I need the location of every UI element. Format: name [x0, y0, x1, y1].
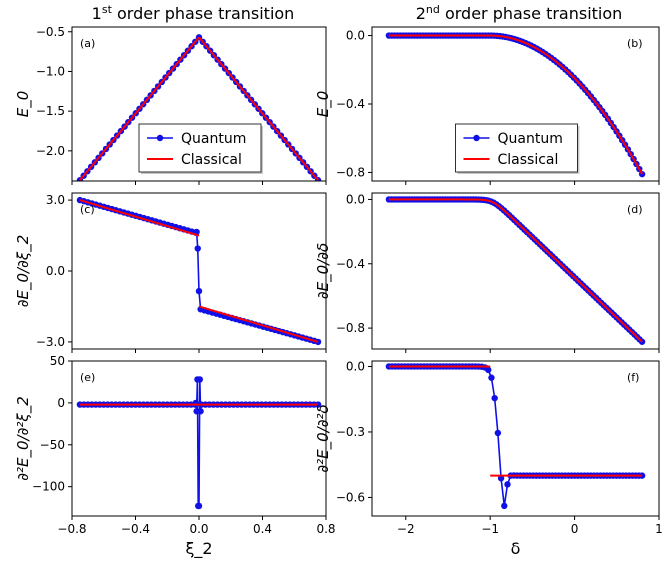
quantum-point	[196, 376, 203, 383]
quantum-line	[388, 365, 643, 507]
y-tick-label: −0.4	[336, 97, 365, 111]
quantum-point	[195, 287, 203, 295]
y-tick-label: 0.0	[46, 264, 65, 278]
panel-a: −0.5 −1.0 −1.5 −2.0 (a) E_0 Quantum Classical	[14, 25, 327, 185]
y-axis-label: ∂E_0/∂ξ_2	[14, 235, 33, 308]
quantum-point	[194, 245, 201, 252]
legend-quantum-marker	[156, 134, 164, 142]
y-axis-label: E_0	[14, 91, 33, 118]
panel-label: (e)	[80, 371, 95, 384]
y-tick-label: −0.4	[336, 257, 365, 271]
y-tick-label: 3.0	[46, 193, 65, 207]
y-tick-label: −50	[40, 438, 65, 452]
legend: Quantum Classical	[455, 123, 580, 174]
y-axis-label: E_0	[314, 91, 333, 118]
legend-quantum-label: Quantum	[181, 131, 246, 147]
y-tick-label: −0.6	[336, 490, 365, 504]
x-tick-label: 0	[571, 522, 579, 536]
classical-line	[198, 305, 319, 343]
axes-frame	[71, 192, 327, 350]
y-axis-label: ∂²E_0/∂²ξ_2	[14, 396, 33, 481]
panel-d: 0.0 −0.4 −0.8 (d) ∂E_0/∂δ	[314, 192, 660, 353]
panel-f: 0.0 −0.3 −0.6 −2 −1 0 1 (f) ∂²E_0/∂²δ δ	[314, 359, 663, 558]
plot-area	[76, 34, 322, 181]
plot-area	[385, 32, 646, 178]
x-tick-label: 0.4	[253, 522, 272, 536]
y-tick-label: −1.0	[36, 64, 65, 78]
axes-frame	[371, 360, 660, 517]
quantum-line	[79, 379, 319, 507]
panel-b: 0.0 −0.4 −0.8 (b) E_0 Quantum Classical	[314, 26, 660, 185]
x-tick-label: 1	[655, 522, 663, 536]
classical-line	[388, 198, 643, 343]
legend-classical-label: Classical	[498, 152, 559, 168]
x-tick-label: −2	[397, 522, 415, 536]
quantum-point	[485, 366, 492, 374]
y-tick-label: −1.5	[36, 104, 65, 118]
y-axis-label: ∂²E_0/∂²δ	[314, 404, 333, 472]
quantum-point	[497, 475, 505, 482]
classical-line	[388, 34, 643, 175]
legend-classical-label: Classical	[181, 152, 242, 168]
panel-label: (b)	[627, 37, 643, 50]
y-tick-label: −0.8	[336, 321, 365, 335]
left-column-title: 1st order phase transition	[92, 3, 295, 23]
x-tick-label: 0.0	[189, 522, 208, 536]
axes-frame	[71, 26, 327, 182]
quantum-point	[494, 429, 502, 437]
quantum-markers	[385, 196, 646, 345]
plot-area	[76, 196, 322, 346]
y-tick-label: 0.0	[346, 29, 365, 43]
x-tick-label: −0.4	[121, 522, 150, 536]
y-axis-label: ∂E_0/∂δ	[314, 243, 333, 299]
legend-quantum-label: Quantum	[498, 131, 563, 147]
panel-label: (c)	[80, 203, 95, 216]
axes-frame	[371, 26, 660, 182]
quantum-point	[504, 481, 511, 488]
plot-area	[76, 376, 322, 510]
legend-quantum-marker	[473, 134, 480, 142]
quantum-markers	[385, 363, 646, 510]
x-tick-label: −0.8	[57, 522, 86, 536]
plot-area	[385, 196, 646, 345]
y-tick-label: −3.0	[36, 335, 65, 349]
y-tick-label: −0.5	[36, 25, 65, 39]
quantum-line	[79, 199, 319, 343]
panel-label: (d)	[627, 203, 643, 216]
classical-line	[79, 37, 319, 181]
axes-frame	[71, 360, 327, 517]
quantum-point	[195, 502, 203, 510]
classical-line	[79, 199, 200, 237]
x-axis-label: ξ_2	[185, 539, 212, 559]
x-tick-label: 0.8	[316, 522, 335, 536]
panel-label: (a)	[80, 37, 95, 50]
legend-box	[455, 123, 578, 173]
plot-area	[385, 363, 646, 510]
panel-label: (f)	[627, 371, 639, 384]
y-tick-label: 0.0	[346, 192, 365, 206]
y-tick-label: −0.3	[336, 425, 365, 439]
quantum-point	[488, 374, 495, 381]
legend-box	[138, 123, 262, 173]
quantum-point	[491, 394, 498, 402]
legend: Quantum Classical	[138, 123, 263, 174]
quantum-point	[501, 502, 508, 510]
y-tick-label: −0.8	[336, 165, 365, 179]
y-tick-label: −100	[32, 480, 65, 494]
y-tick-label: 0.0	[346, 359, 365, 373]
quantum-point	[197, 408, 204, 415]
x-axis-label: δ	[511, 539, 521, 558]
y-tick-label: 0	[57, 396, 65, 410]
x-tick-label: −1	[481, 522, 499, 536]
panel-e: 50 0 −50 −100 −0.8 −0.4 0.0 0.4 0.8 (e) ∂²E_0/∂²ξ_…	[14, 354, 336, 559]
axes-frame	[371, 192, 660, 350]
panel-c: 3.0 0.0 −3.0 (c) ∂E_0/∂ξ_2	[14, 192, 327, 353]
right-column-title: 2nd order phase transition	[416, 3, 623, 23]
y-tick-label: −2.0	[36, 144, 65, 158]
y-tick-label: 50	[50, 354, 65, 368]
